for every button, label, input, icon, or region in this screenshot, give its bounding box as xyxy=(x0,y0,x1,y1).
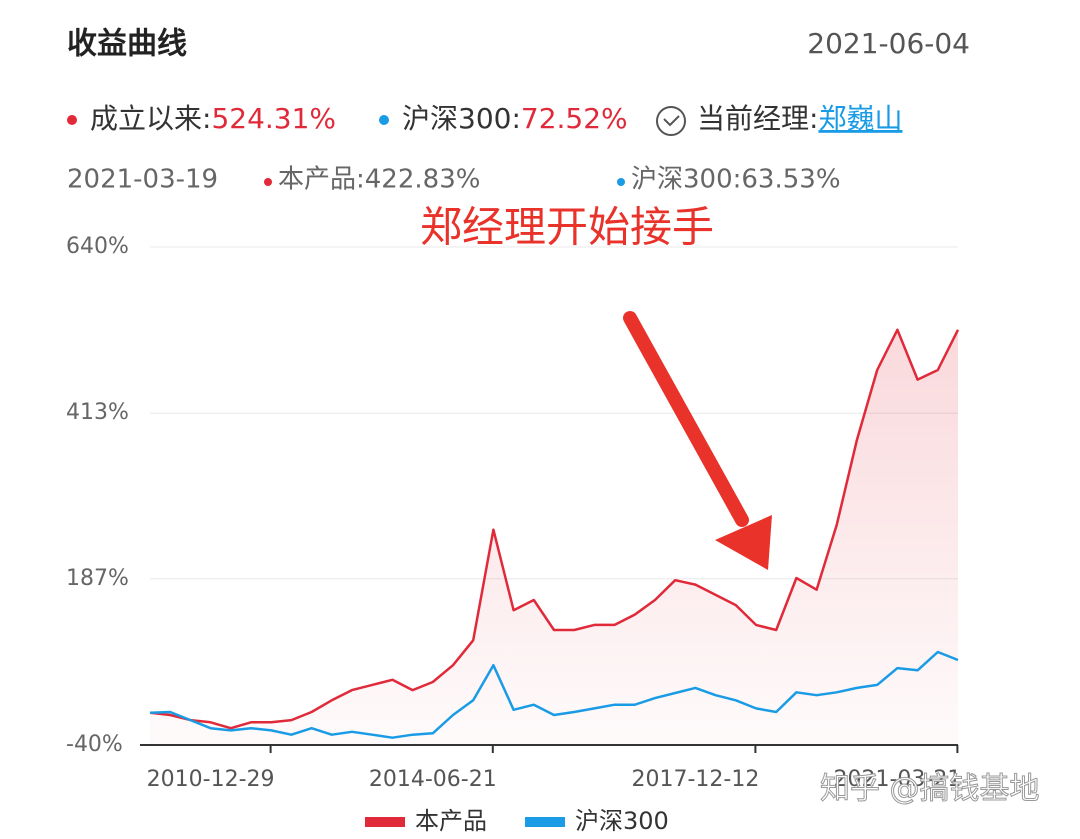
manager-link[interactable]: 郑巍山 xyxy=(818,102,902,135)
x-tick-label: 2021-03-21 xyxy=(833,767,961,792)
dot xyxy=(67,115,77,125)
arrow-shaft xyxy=(623,311,749,527)
manager: 当前经理:郑巍山 xyxy=(697,102,902,135)
legend-swatch xyxy=(525,817,565,827)
check-icon xyxy=(656,106,686,136)
line xyxy=(149,328,960,730)
tooltip-date: 2021-03-19 xyxy=(67,165,218,195)
watermark: 知乎 @搞钱基地 xyxy=(820,772,1040,807)
dot xyxy=(379,115,389,125)
x-tick-label: 2017-12-12 xyxy=(631,767,759,792)
check-mark xyxy=(663,115,680,127)
summary-value: 524.31% xyxy=(211,102,336,135)
date: 2021-06-04 xyxy=(807,27,970,60)
y-tick-label: 413% xyxy=(66,400,129,425)
annotation: 郑经理开始接手 xyxy=(420,203,714,252)
summary-value: 72.52% xyxy=(521,102,628,135)
x-tick-label: 2014-06-21 xyxy=(369,767,497,792)
line xyxy=(149,650,959,739)
y-tick-label: -40% xyxy=(66,732,123,757)
manager-label: 当前经理: xyxy=(697,102,818,135)
title: 收益曲线 xyxy=(67,27,187,62)
plot: -40% 187% 413% 640% 2010-12-29 2014-06-21 2017… xyxy=(66,234,961,835)
tooltip-product: 本产品:422.83% xyxy=(278,165,480,195)
legend-label: 本产品 xyxy=(415,807,487,835)
dot xyxy=(617,178,625,186)
legend-swatch xyxy=(365,817,405,827)
summary-label: 沪深300: xyxy=(402,102,521,135)
area xyxy=(150,329,958,745)
x-tick-label: 2010-12-29 xyxy=(147,767,275,792)
summary: 成立以来:524.31% xyxy=(90,102,336,135)
summary-label: 成立以来: xyxy=(90,102,211,135)
y-tick-label: 187% xyxy=(66,566,129,591)
arrow-head xyxy=(715,515,772,570)
legend-label: 沪深300 xyxy=(575,807,669,835)
dot xyxy=(264,178,272,186)
tooltip-index: 沪深300:63.53% xyxy=(631,165,841,195)
summary: 沪深300:72.52% xyxy=(402,102,628,135)
y-tick-label: 640% xyxy=(66,234,129,259)
